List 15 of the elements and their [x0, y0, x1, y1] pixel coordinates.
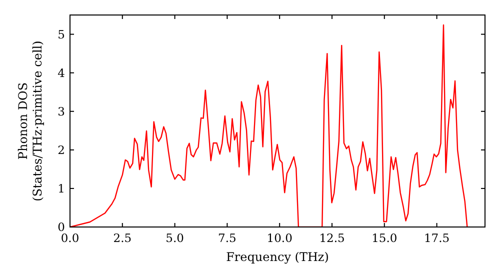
x-tick-label: 12.5	[319, 231, 345, 245]
x-tick-label: 17.5	[424, 231, 450, 245]
y-tick-label: 5	[58, 27, 65, 42]
y-axis-title: Phonon DOS (States/THz·primitive cell)	[16, 40, 44, 202]
x-tick-label: 10.0	[266, 231, 292, 245]
y-tick-label: 2	[58, 142, 65, 157]
y-tick-label: 3	[58, 104, 65, 118]
x-tick-label: 7.5	[218, 231, 236, 245]
x-tick-label: 5.0	[166, 231, 184, 245]
y-tick-label: 4	[58, 66, 65, 80]
line-series	[70, 24, 468, 227]
x-axis-title: Frequency (THz)	[226, 250, 329, 264]
y-tick-label: 1	[58, 181, 65, 196]
x-tick-label: 2.5	[113, 231, 132, 245]
x-tick-label: 15.0	[372, 231, 398, 245]
